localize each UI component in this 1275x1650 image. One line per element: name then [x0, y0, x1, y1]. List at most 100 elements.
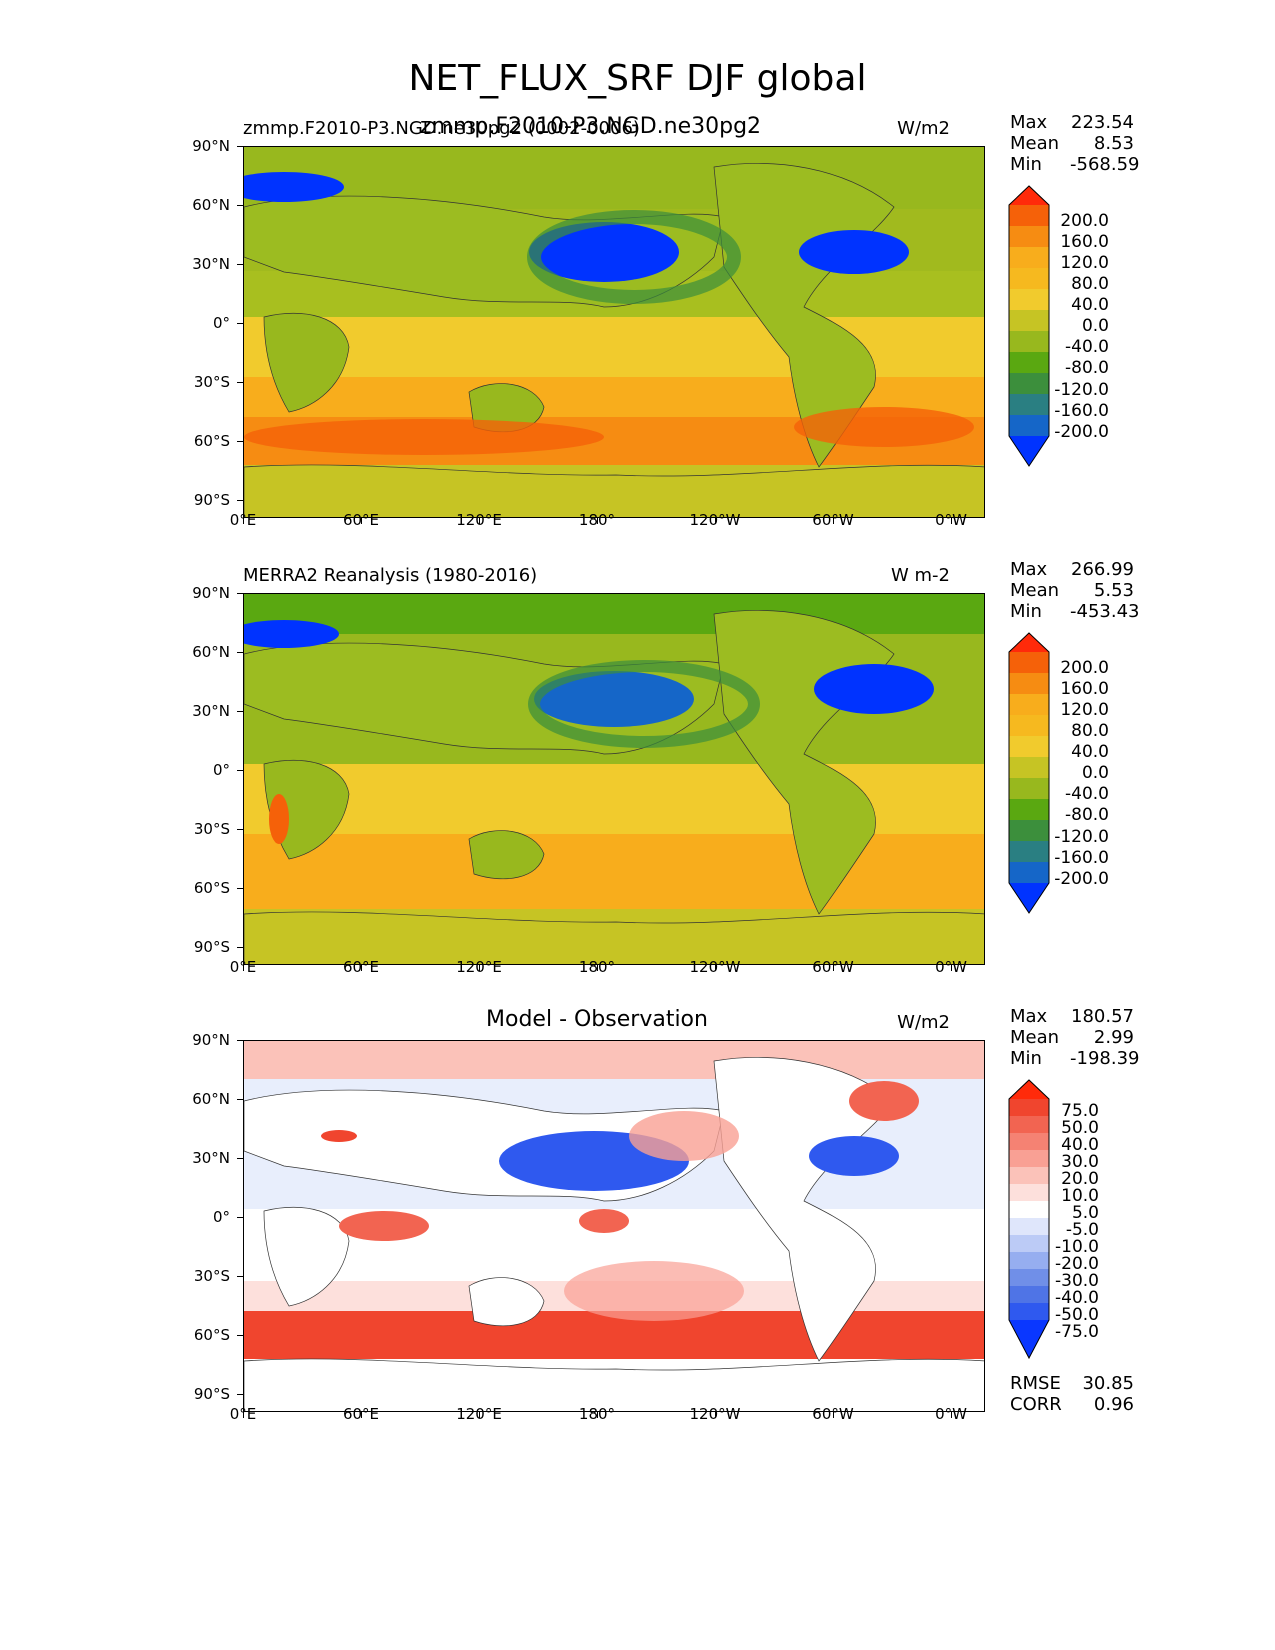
- panel1-xtick: 120°E: [456, 511, 502, 529]
- panel3-ytick: 30°S: [193, 1267, 230, 1285]
- panel1-cb-label: -120.0: [1054, 380, 1109, 400]
- panel1-cb-label: 80.0: [1071, 274, 1109, 294]
- ytick-mark: [237, 264, 243, 265]
- ytick-mark: [237, 382, 243, 383]
- panel1-stat-mean: Mean 8.53: [1010, 133, 1134, 154]
- panel3-ytick: 90°N: [192, 1031, 230, 1049]
- panel2-cb-label: -160.0: [1054, 848, 1109, 868]
- panel3-ytick: 90°S: [193, 1385, 230, 1403]
- land-africa: [263, 312, 350, 413]
- panel3-units: W/m2: [897, 1012, 950, 1033]
- cb-seg: [1009, 226, 1049, 247]
- panel1-cb-label: -80.0: [1065, 358, 1109, 378]
- panel3-cb-label: 30.0: [1061, 1152, 1099, 1172]
- kuroshio-halo: [528, 660, 760, 748]
- panel3-cb-label: 10.0: [1061, 1186, 1099, 1206]
- ytick-mark: [237, 711, 243, 712]
- ytick-mark: [237, 1217, 243, 1218]
- panel2-ytick: 60°S: [193, 879, 230, 897]
- panel2-stat-min: Min -453.43: [1010, 601, 1140, 622]
- cb-seg: [1009, 331, 1049, 352]
- ytick-mark: [237, 146, 243, 147]
- panel1-center-title: zmmp.F2010-P3.NGD.ne30pg2: [420, 114, 762, 139]
- cb-seg: [1009, 352, 1049, 373]
- benguela-warm: [269, 794, 289, 844]
- panel2-ytick: 90°S: [193, 938, 230, 956]
- cb-seg: [1009, 715, 1049, 736]
- cb-seg: [1009, 1201, 1049, 1218]
- panel1-ytick: 90°S: [193, 491, 230, 509]
- cb-seg: [1009, 778, 1049, 799]
- cb-seg: [1009, 799, 1049, 820]
- cb-seg: [1009, 1269, 1049, 1286]
- panel1-left-title: zmmp.F2010-P3.NGD.ne30pg2 (0002-0006): [243, 118, 640, 139]
- panel3-ytick: 60°N: [192, 1090, 230, 1108]
- panel2-xtick: 180°: [578, 958, 616, 976]
- cb-seg: [1009, 841, 1049, 862]
- panel3-stat-corr: CORR 0.96: [1010, 1394, 1134, 1415]
- cb-seg: [1009, 1133, 1049, 1150]
- ytick-mark: [237, 947, 243, 948]
- cb-seg: [1009, 1286, 1049, 1303]
- cb-seg: [1009, 186, 1049, 205]
- panel3-xtick: 120°E: [456, 1405, 502, 1423]
- arctic-cooling: [244, 620, 339, 648]
- xtick-mark: [715, 518, 716, 524]
- ytick-mark: [237, 500, 243, 501]
- panel3-xtick: 60°E: [342, 1405, 380, 1423]
- panel2-ytick: 90°N: [192, 584, 230, 602]
- xtick-mark: [479, 1412, 480, 1418]
- cb-seg: [1009, 883, 1049, 913]
- panel3-xtick: 180°: [578, 1405, 616, 1423]
- kuroshio-cooling: [529, 222, 679, 282]
- panel2-ytick: 30°S: [193, 820, 230, 838]
- xtick-mark: [243, 965, 244, 971]
- southern-ocean-warm: [244, 419, 604, 455]
- cb-seg: [1009, 415, 1049, 436]
- land-antarctica: [244, 464, 984, 517]
- panel3-ytick: 30°N: [192, 1149, 230, 1167]
- cb-seg: [1009, 373, 1049, 394]
- land-australia: [468, 830, 545, 880]
- ytick-mark: [237, 593, 243, 594]
- xtick-mark: [715, 1412, 716, 1418]
- panel1-xtick: 60°E: [342, 511, 380, 529]
- cb-seg: [1009, 1116, 1049, 1133]
- panel2-cb-label: 200.0: [1060, 658, 1109, 678]
- cb-seg: [1009, 1080, 1049, 1099]
- panel1-cb-label: 40.0: [1071, 295, 1109, 315]
- panel1-ytick: 30°S: [193, 373, 230, 391]
- cb-seg: [1009, 268, 1049, 289]
- land-antarctica: [244, 911, 984, 964]
- land-africa: [263, 1206, 350, 1307]
- xtick-mark: [597, 518, 598, 524]
- diff-south-pacific: [564, 1261, 744, 1321]
- panel1-ytick: 60°S: [193, 432, 230, 450]
- panel2-stat-max: Max 266.99: [1010, 559, 1134, 580]
- figure-title: NET_FLUX_SRF DJF global: [408, 58, 867, 99]
- diff-central-pacific: [579, 1209, 629, 1233]
- panel2-cb-label: -80.0: [1065, 805, 1109, 825]
- ytick-mark: [237, 441, 243, 442]
- panel1-cb-label: 0.0: [1081, 316, 1109, 336]
- panel1-ytick: 0°: [212, 314, 230, 332]
- southern-ocean-warm: [794, 407, 974, 447]
- panel3-cb-label: -20.0: [1055, 1254, 1099, 1274]
- cb-seg: [1009, 1218, 1049, 1235]
- cb-seg: [1009, 1235, 1049, 1252]
- cb-seg: [1009, 394, 1049, 415]
- cb-seg: [1009, 247, 1049, 268]
- panel3-stat-max: Max 180.57: [1010, 1006, 1134, 1027]
- cb-seg: [1009, 633, 1049, 652]
- diff-caspian: [321, 1130, 357, 1142]
- panel3-stat-mean: Mean 2.99: [1010, 1027, 1134, 1048]
- ytick-mark: [237, 1040, 243, 1041]
- xtick-mark: [361, 1412, 362, 1418]
- panel3-cb-label: 40.0: [1061, 1135, 1099, 1155]
- panel2-stat-mean: Mean 5.53: [1010, 580, 1134, 601]
- panel3-cb-label: -10.0: [1055, 1237, 1099, 1257]
- xtick-mark: [597, 1412, 598, 1418]
- xtick-mark: [479, 965, 480, 971]
- panel2-cb-label: -200.0: [1054, 869, 1109, 889]
- xtick-mark: [243, 1412, 244, 1418]
